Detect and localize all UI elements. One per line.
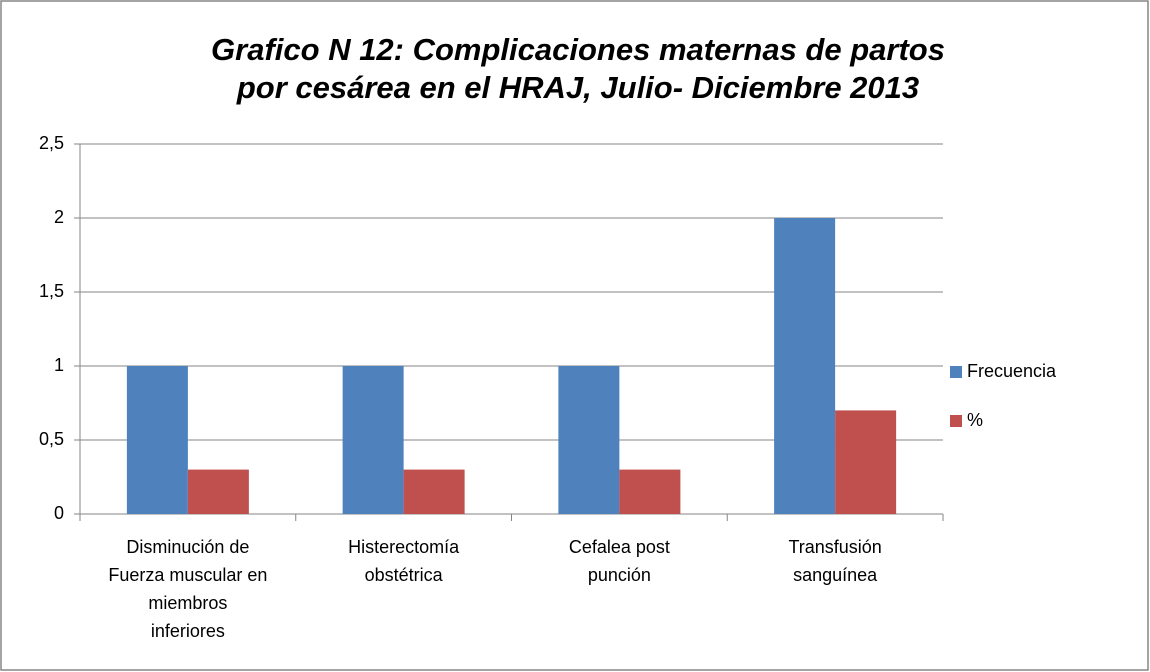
legend-swatch <box>950 366 962 378</box>
chart-title: por cesárea en el HRAJ, Julio- Diciembre… <box>236 70 919 105</box>
chart-title: Grafico N 12: Complicaciones maternas de… <box>211 32 945 67</box>
x-tick-label: obstétrica <box>365 565 444 585</box>
x-tick-label: miembros <box>148 593 227 613</box>
bar <box>342 366 404 514</box>
bar <box>403 469 465 514</box>
y-tick-label: 2,5 <box>39 133 64 153</box>
y-tick-label: 1 <box>54 355 64 375</box>
bar <box>774 218 836 514</box>
x-tick-label: Histerectomía <box>348 537 460 557</box>
x-tick-label: Fuerza muscular en <box>108 565 267 585</box>
x-tick-label: punción <box>588 565 651 585</box>
y-tick-label: 1,5 <box>39 281 64 301</box>
legend-swatch <box>950 415 962 427</box>
bar <box>619 469 681 514</box>
y-tick-label: 2 <box>54 207 64 227</box>
x-tick-label: inferiores <box>151 621 225 641</box>
bar <box>187 469 249 514</box>
bar <box>835 410 897 514</box>
legend-label: Frecuencia <box>967 361 1057 381</box>
legend-label: % <box>967 410 983 430</box>
y-tick-label: 0 <box>54 503 64 523</box>
y-tick-label: 0,5 <box>39 429 64 449</box>
bar <box>126 366 188 514</box>
x-tick-label: Cefalea post <box>569 537 670 557</box>
x-tick-label: Transfusión <box>788 537 881 557</box>
bar <box>558 366 620 514</box>
x-tick-label: sanguínea <box>793 565 878 585</box>
x-tick-label: Disminución de <box>126 537 249 557</box>
